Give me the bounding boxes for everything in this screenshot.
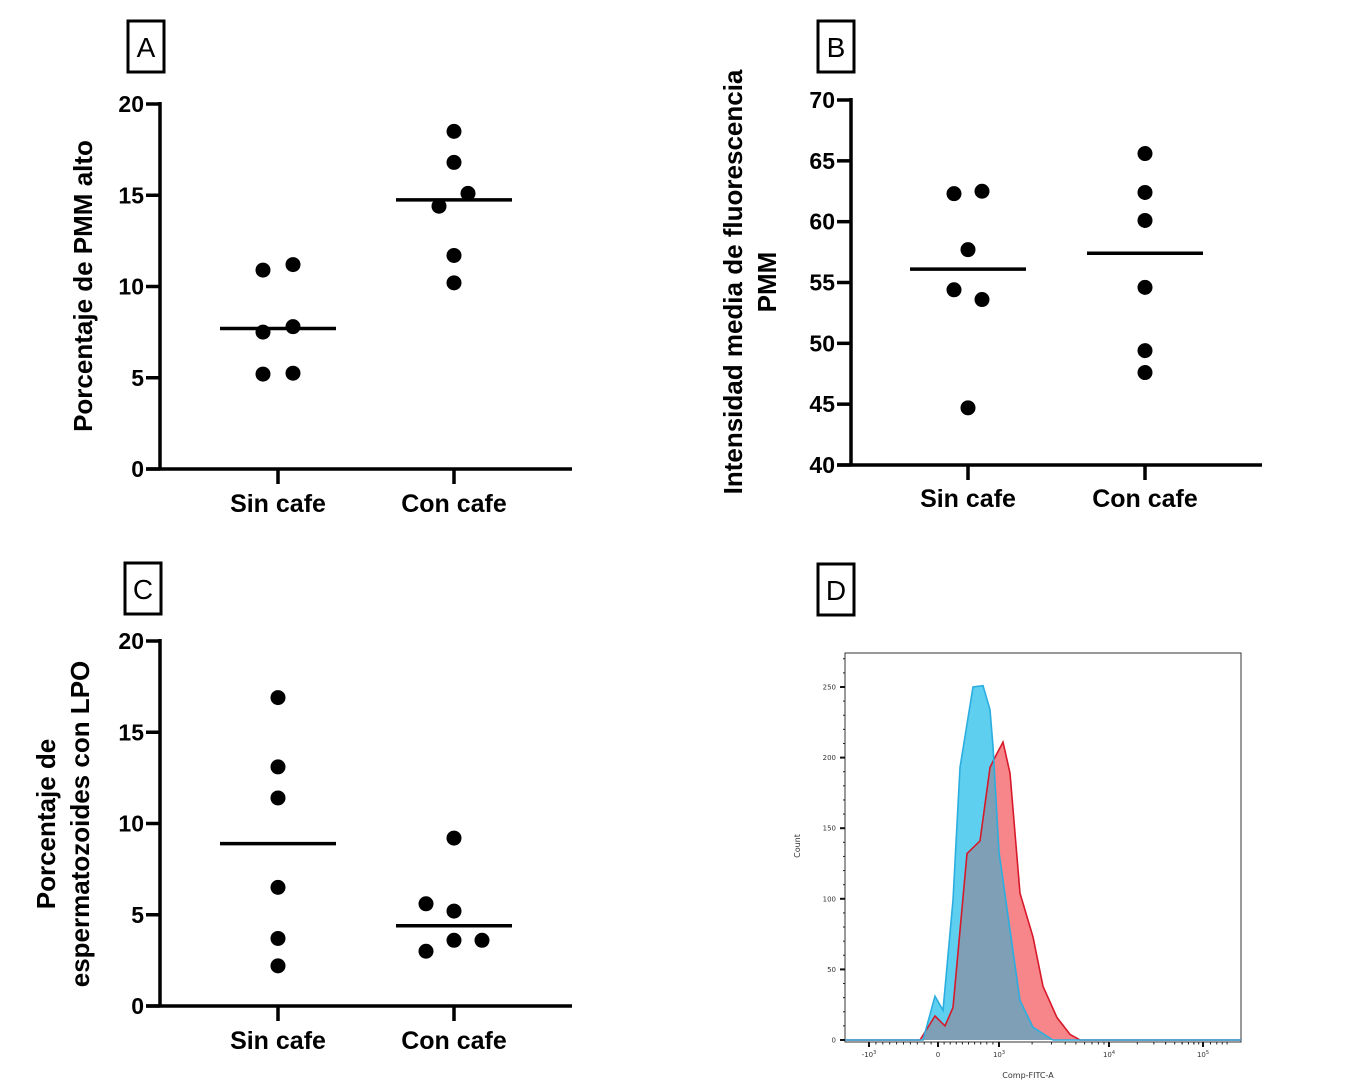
panel-d-flow-histogram: 0 50 100 150 200 250 -103 0 103 104 105 Comp-FITC-A… (793, 652, 1242, 1080)
x-tick-label: 0 (936, 1051, 940, 1059)
x-category-label: Con cafe (401, 1027, 507, 1055)
data-point (255, 366, 271, 382)
x-category-label: Con cafe (1092, 485, 1198, 513)
x-category-label: Sin cafe (230, 490, 326, 518)
x-category-label: Sin cafe (230, 1027, 326, 1055)
y-tick-label: 5 (131, 902, 144, 928)
panel-b-dot-plot: 40 45 50 55 60 65 70 Sin cafe Con cafe Intensidad… (718, 69, 1262, 513)
data-point (960, 242, 976, 258)
data-point (285, 319, 301, 335)
y-tick-label: 10 (118, 274, 144, 300)
data-point (431, 198, 447, 214)
data-point (446, 903, 462, 919)
panel-letter-b: B (827, 32, 846, 63)
data-point (418, 896, 434, 912)
histogram-red-line (845, 739, 1241, 1041)
data-point (1137, 343, 1153, 359)
data-point (446, 932, 462, 948)
x-tick-label: 105 (1197, 1050, 1209, 1059)
plot-frame (844, 652, 1242, 1043)
y-axis-title: PMM (752, 252, 782, 313)
data-point (270, 930, 286, 946)
y-tick-label: 0 (832, 1037, 836, 1045)
data-point (1137, 146, 1153, 162)
x-axis-title: Comp-FITC-A (1002, 1071, 1054, 1080)
y-tick-label: 20 (118, 628, 144, 654)
y-tick-label: 15 (118, 719, 144, 745)
y-tick-label: 70 (809, 87, 835, 113)
histogram-blue-line (845, 684, 1241, 1041)
y-tick-label: 100 (823, 895, 836, 903)
data-point (270, 790, 286, 806)
y-tick-label: 150 (823, 825, 836, 833)
data-point (446, 123, 462, 139)
y-tick-label: 15 (118, 182, 144, 208)
x-tick-label: 104 (1103, 1050, 1115, 1059)
y-tick-label: 5 (131, 365, 144, 391)
data-point (418, 943, 434, 959)
data-point (285, 257, 301, 273)
y-tick-label: 55 (809, 270, 835, 296)
data-point (974, 183, 990, 199)
data-point (946, 186, 962, 202)
y-tick-label: 60 (809, 209, 835, 235)
data-point (1137, 365, 1153, 381)
data-point (1137, 212, 1153, 228)
data-point (446, 275, 462, 291)
panel-label-b: B (816, 19, 856, 74)
data-point (974, 292, 990, 308)
data-point (255, 262, 271, 278)
data-point (446, 830, 462, 846)
y-axis-title: Count (793, 834, 802, 858)
panel-label-c: C (123, 561, 163, 616)
y-tick-label: 0 (131, 993, 144, 1019)
y-axis-title: Porcentaje de PMM alto (68, 140, 98, 432)
data-point (270, 958, 286, 974)
data-point (474, 932, 490, 948)
x-tick-label: 103 (993, 1050, 1005, 1059)
y-tick-label: 20 (118, 91, 144, 117)
data-point (1137, 184, 1153, 200)
panel-c-dot-plot: 0 5 10 15 20 Sin cafe Con cafe Porcentaje de esp… (31, 628, 572, 1055)
y-tick-label: 50 (827, 966, 836, 974)
data-point (460, 185, 476, 201)
y-axis-title: Porcentaje de (31, 739, 61, 910)
y-tick-label: 65 (809, 148, 835, 174)
panel-a-dot-plot: 0 5 10 15 20 Sin cafe Con cafe Porcentaje de PM… (68, 91, 572, 518)
data-point (960, 400, 976, 416)
panel-letter-c: C (133, 574, 153, 605)
data-point (446, 247, 462, 263)
data-point (270, 759, 286, 775)
y-tick-label: 200 (823, 754, 836, 762)
data-point (270, 879, 286, 895)
x-category-label: Sin cafe (920, 485, 1016, 513)
data-point (1137, 279, 1153, 295)
y-axis-title: espermatozoides con LPO (65, 661, 95, 988)
data-point (946, 282, 962, 298)
data-point (446, 154, 462, 170)
y-axis-title: Intensidad media de fluorescencia (718, 69, 748, 494)
y-tick-label: 45 (809, 391, 835, 417)
panel-letter-d: D (826, 575, 846, 606)
y-tick-label: 10 (118, 811, 144, 837)
panel-label-a: A (126, 19, 166, 74)
panel-letter-a: A (137, 32, 156, 63)
y-tick-label: 50 (809, 330, 835, 356)
x-category-label: Con cafe (401, 490, 507, 518)
data-point (285, 365, 301, 381)
y-tick-label: 0 (131, 456, 144, 482)
panel-label-d: D (816, 562, 856, 617)
data-point (270, 690, 286, 706)
y-tick-label: 250 (823, 684, 836, 692)
y-tick-label: 40 (809, 452, 835, 478)
x-tick-label: -103 (862, 1050, 877, 1059)
